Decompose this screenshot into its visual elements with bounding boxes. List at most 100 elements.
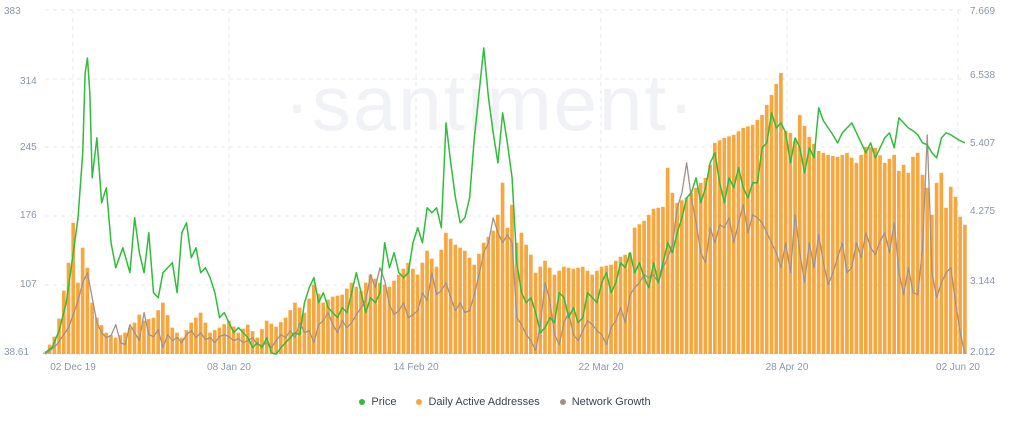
- daa-bar: [675, 202, 679, 354]
- daa-bar: [779, 72, 783, 355]
- left-tick-1: 314: [20, 76, 37, 87]
- daa-bar: [146, 319, 151, 354]
- legend-item-network-growth[interactable]: Network Growth: [559, 396, 651, 408]
- daa-bar: [826, 154, 830, 354]
- daa-bar: [505, 227, 510, 354]
- daa-bar: [52, 336, 57, 354]
- daa-bar: [816, 150, 821, 354]
- daa-bar: [920, 174, 925, 354]
- daa-bar: [637, 224, 642, 354]
- legend-item-daily-active-addresses[interactable]: Daily Active Addresses: [416, 396, 540, 408]
- legend-label-daily-active-addresses: Daily Active Addresses: [428, 396, 540, 408]
- daa-bar: [722, 137, 727, 354]
- daa-bar: [797, 114, 802, 354]
- daa-bar: [217, 327, 222, 354]
- daa-bar: [425, 250, 429, 354]
- daa-bar: [557, 270, 561, 354]
- daa-bar: [510, 204, 514, 354]
- daa-bar: [887, 158, 892, 354]
- daa-bar: [821, 152, 826, 354]
- daa-bar: [293, 302, 297, 354]
- daa-bar: [179, 337, 184, 354]
- legend-item-price[interactable]: Price: [359, 396, 396, 408]
- daa-bar: [156, 310, 160, 354]
- right-tick-4: 3.144: [970, 276, 995, 287]
- daa-bar: [236, 332, 241, 354]
- daa-bar: [184, 330, 189, 354]
- daa-bar: [524, 244, 528, 354]
- daa-bar: [788, 132, 793, 354]
- network-growth-line: [44, 134, 966, 355]
- daa-bar: [208, 332, 212, 354]
- daa-bar: [378, 282, 382, 354]
- daa-bar: [278, 322, 283, 354]
- daa-bar: [161, 302, 165, 354]
- daa-bar: [713, 142, 717, 354]
- daa-bar: [613, 260, 618, 354]
- daa-bar: [137, 314, 142, 354]
- x-tick-0: 02 Dec 19: [50, 362, 96, 373]
- daa-bar: [604, 265, 609, 354]
- left-tick-0: 383: [4, 6, 21, 17]
- x-tick-4: 28 Apr 20: [766, 362, 809, 373]
- x-tick-2: 14 Feb 20: [393, 362, 438, 373]
- daa-bar: [552, 274, 557, 354]
- daa-bar: [793, 140, 797, 354]
- daa-bar: [609, 264, 613, 354]
- right-tick-5: 2.012: [970, 347, 995, 358]
- daa-bar: [925, 187, 929, 354]
- daa-bar: [859, 154, 863, 354]
- daa-bar: [444, 232, 448, 354]
- daa-bar: [90, 302, 94, 354]
- daa-bar: [628, 252, 632, 354]
- daa-bar: [665, 167, 670, 354]
- daa-bar: [486, 236, 491, 354]
- daa-bar: [61, 290, 66, 354]
- daa-bar: [420, 262, 425, 354]
- daa-bar: [930, 214, 934, 354]
- daa-bar: [66, 262, 71, 354]
- right-tick-0: 7.669: [970, 6, 995, 17]
- daa-bar: [571, 268, 576, 354]
- daa-bar: [85, 267, 90, 354]
- daa-bar: [760, 114, 764, 354]
- daa-bar: [467, 257, 472, 354]
- daa-bar: [944, 207, 948, 354]
- daa-bar: [911, 156, 915, 354]
- daa-bar: [736, 131, 741, 354]
- daa-bar: [897, 170, 901, 354]
- legend: Price Daily Active Addresses Network Gro…: [0, 396, 1010, 408]
- daa-bar: [882, 162, 887, 354]
- daa-bar: [562, 266, 566, 354]
- daa-bar: [679, 200, 684, 354]
- daa-bar: [670, 192, 675, 354]
- daa-bar: [694, 187, 698, 354]
- daa-bar: [854, 162, 859, 354]
- daa-bar: [529, 254, 533, 354]
- daa-bar: [906, 172, 911, 354]
- daa-bar: [500, 182, 505, 354]
- lines: [44, 47, 966, 355]
- daa-bar: [260, 329, 264, 354]
- daa-bar: [495, 214, 500, 354]
- daa-bar: [953, 196, 958, 354]
- daa-bar: [453, 244, 458, 354]
- price-line: [44, 47, 966, 355]
- daa-bar: [340, 294, 344, 354]
- daa-legend-dot-icon: [416, 399, 423, 405]
- daa-bar: [892, 154, 896, 354]
- daa-bar: [434, 266, 439, 354]
- daa-bar: [118, 335, 123, 354]
- daa-bar: [642, 220, 646, 354]
- daa-bar: [80, 247, 85, 354]
- daa-bar: [321, 302, 326, 354]
- chart[interactable]: ·santiment· 383 314 245 176 107 38.61 7.…: [0, 0, 1010, 390]
- daa-bar: [599, 266, 604, 354]
- x-tick-5: 02 Jun 20: [936, 362, 980, 373]
- daa-bar: [491, 230, 495, 354]
- daa-bar: [576, 267, 580, 354]
- daa-bar: [595, 270, 599, 354]
- daa-bar: [269, 323, 274, 354]
- daa-bar: [94, 317, 99, 354]
- daa-bar: [746, 126, 750, 355]
